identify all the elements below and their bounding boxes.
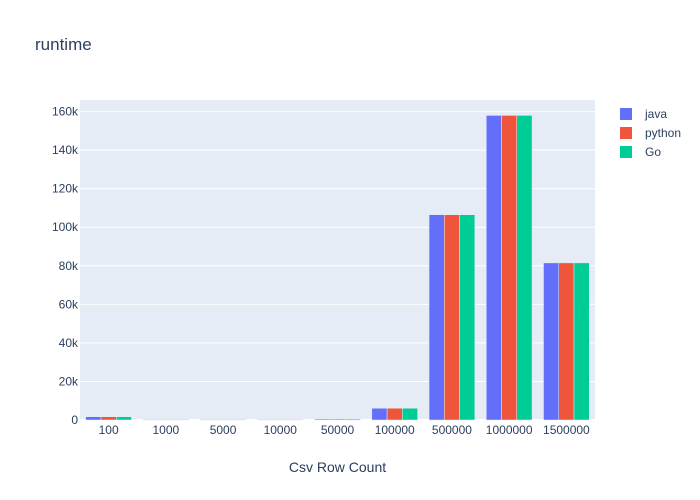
x-tick-label: 1500000 bbox=[543, 423, 590, 437]
bar-java-1000000[interactable] bbox=[486, 115, 502, 421]
y-axis-ticks: 0 20k 40k 60k 80k 100k 120k 140k 160k bbox=[52, 105, 79, 427]
y-tick-label: 120k bbox=[52, 182, 79, 196]
bar-go-100000[interactable] bbox=[402, 407, 418, 421]
x-tick-label: 50000 bbox=[321, 423, 355, 437]
bar-java-500000[interactable] bbox=[428, 214, 445, 421]
bar-java-50000[interactable] bbox=[314, 418, 331, 421]
x-tick-label: 10000 bbox=[264, 423, 298, 437]
y-tick-label: 100k bbox=[52, 220, 79, 234]
bar-go-500000[interactable] bbox=[459, 214, 476, 421]
bar-go-1000[interactable] bbox=[173, 419, 189, 421]
bar-python-1000000[interactable] bbox=[501, 115, 518, 421]
legend: java python Go bbox=[620, 107, 681, 159]
legend-label-go[interactable]: Go bbox=[645, 145, 661, 159]
bar-java-100[interactable] bbox=[85, 416, 102, 421]
legend-swatch-go[interactable] bbox=[620, 146, 632, 158]
y-tick-label: 80k bbox=[59, 259, 79, 273]
x-tick-label: 1000000 bbox=[486, 423, 533, 437]
legend-label-python[interactable]: python bbox=[645, 126, 681, 140]
x-tick-label: 5000 bbox=[210, 423, 237, 437]
y-tick-label: 60k bbox=[59, 297, 79, 311]
x-tick-label: 100 bbox=[99, 423, 119, 437]
bar-go-50000[interactable] bbox=[344, 418, 361, 421]
x-tick-label: 500000 bbox=[432, 423, 472, 437]
x-tick-label: 1000 bbox=[152, 423, 179, 437]
bars bbox=[85, 115, 590, 421]
bar-java-5000[interactable] bbox=[199, 419, 216, 421]
bar-go-10000[interactable] bbox=[287, 419, 304, 421]
x-axis-title: Csv Row Count bbox=[289, 459, 386, 475]
legend-label-java[interactable]: java bbox=[644, 107, 667, 121]
bar-python-10000[interactable] bbox=[272, 419, 289, 421]
y-tick-label: 20k bbox=[59, 374, 79, 388]
bar-python-500000[interactable] bbox=[444, 214, 460, 421]
bar-python-1500000[interactable] bbox=[558, 262, 575, 421]
y-tick-label: 140k bbox=[52, 143, 79, 157]
legend-swatch-python[interactable] bbox=[620, 127, 632, 139]
bar-python-5000[interactable] bbox=[215, 419, 231, 421]
x-axis-ticks: 100 1000 5000 10000 50000 100000 500000 1000000… bbox=[99, 423, 590, 437]
y-tick-label: 0 bbox=[71, 413, 78, 427]
legend-swatch-java[interactable] bbox=[620, 108, 632, 120]
bar-go-5000[interactable] bbox=[230, 419, 247, 421]
bar-go-1500000[interactable] bbox=[573, 262, 590, 421]
bar-python-1000[interactable] bbox=[157, 419, 174, 421]
y-tick-label: 160k bbox=[52, 105, 79, 119]
bar-java-10000[interactable] bbox=[257, 419, 273, 421]
bar-python-100000[interactable] bbox=[386, 407, 403, 421]
bar-python-100[interactable] bbox=[100, 416, 117, 421]
bar-go-100[interactable] bbox=[115, 416, 132, 421]
y-tick-label: 40k bbox=[59, 336, 79, 350]
x-tick-label: 100000 bbox=[375, 423, 415, 437]
bar-java-1000[interactable] bbox=[142, 419, 159, 421]
chart-title: runtime bbox=[35, 35, 92, 54]
bar-python-50000[interactable] bbox=[329, 418, 346, 421]
bar-java-100000[interactable] bbox=[371, 407, 388, 421]
bar-java-1500000[interactable] bbox=[543, 262, 560, 421]
bar-go-1000000[interactable] bbox=[516, 115, 533, 421]
